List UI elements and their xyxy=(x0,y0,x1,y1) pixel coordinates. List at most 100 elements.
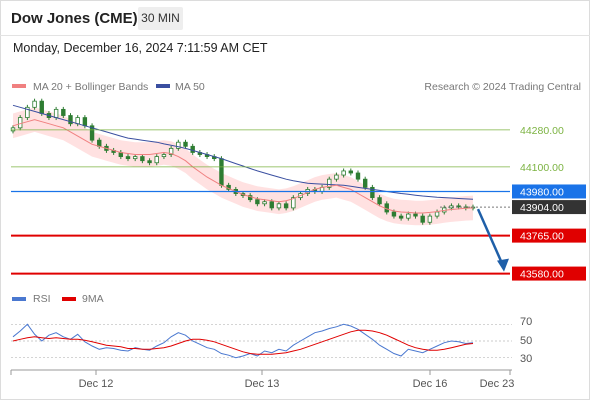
candle-body xyxy=(276,203,282,209)
ma20-line xyxy=(12,119,474,214)
candle xyxy=(32,98,37,110)
ma50-line xyxy=(12,104,474,200)
candle-body xyxy=(334,174,339,180)
candle-body xyxy=(147,160,152,164)
level-label: 44100.00 xyxy=(520,162,564,174)
candle xyxy=(341,168,346,178)
candle xyxy=(427,213,433,225)
candle xyxy=(125,154,131,162)
candle xyxy=(456,203,461,210)
header-divider xyxy=(0,35,590,36)
candle-body xyxy=(68,115,73,125)
candle xyxy=(190,143,195,155)
rsi-tick-30: 30 xyxy=(520,353,532,365)
candle xyxy=(334,172,339,182)
level-label-box xyxy=(512,266,586,281)
ma50-legend-label: MA 50 xyxy=(175,81,205,93)
candle-body xyxy=(168,147,174,155)
candle-body xyxy=(61,108,66,116)
candle xyxy=(17,115,23,131)
candle-body xyxy=(283,203,289,209)
candle xyxy=(197,150,203,157)
candle-body xyxy=(75,117,80,125)
rsi-ma-line xyxy=(12,329,474,355)
ma9-legend-label: 9MA xyxy=(82,293,104,305)
candle xyxy=(327,176,332,190)
candle-body xyxy=(341,170,346,176)
candle-body xyxy=(348,170,354,174)
candle xyxy=(291,195,296,211)
candle xyxy=(406,211,411,221)
ma9-legend-swatch xyxy=(62,297,76,301)
x-tick-dec13: Dec 13 xyxy=(245,378,280,390)
rsi-tick-50: 50 xyxy=(520,335,532,347)
candle xyxy=(140,154,145,164)
chart-header: Dow Jones (CME) 30 MIN xyxy=(0,0,590,36)
candle-body xyxy=(161,154,167,157)
levels-layer: 44280.00 44100.00 43980.00 43904.00 43765.00… xyxy=(11,125,586,281)
candle-body xyxy=(327,178,332,188)
candle xyxy=(161,152,167,160)
x-tick-dec12: Dec 12 xyxy=(79,378,114,390)
candle-body xyxy=(190,145,195,153)
candle-body xyxy=(255,199,260,205)
candle-body xyxy=(25,106,30,118)
candle-body xyxy=(125,156,131,160)
level-label: 43765.00 xyxy=(520,231,564,243)
candle-body xyxy=(434,211,440,217)
candle xyxy=(262,199,267,207)
forecast-arrow-shaft xyxy=(476,208,505,267)
price-plot xyxy=(10,98,476,226)
timestamp: Monday, December 16, 2024 7:11:59 AM CET xyxy=(13,41,268,55)
candle-body xyxy=(82,117,88,127)
candle xyxy=(168,145,174,157)
candle xyxy=(132,154,138,162)
candle xyxy=(68,113,73,127)
candle xyxy=(276,201,282,211)
candle-body xyxy=(17,117,23,129)
candle-body xyxy=(398,215,404,219)
candle-body xyxy=(53,108,59,118)
candle-body xyxy=(219,158,224,186)
candle xyxy=(176,139,181,151)
candle xyxy=(355,170,361,182)
candle xyxy=(61,106,66,118)
x-tick-dec16: Dec 16 xyxy=(413,378,448,390)
candle-body xyxy=(406,213,411,219)
candle xyxy=(398,213,404,221)
candle-body xyxy=(154,156,159,164)
ma20-legend-swatch xyxy=(12,84,26,88)
candle-body xyxy=(370,186,375,199)
ma20-legend-label: MA 20 + Bollinger Bands xyxy=(33,81,148,93)
ma50-legend-swatch xyxy=(156,84,170,88)
candle xyxy=(212,154,217,162)
candle-body xyxy=(391,211,397,217)
level-label: 44280.00 xyxy=(520,125,564,137)
candle-body xyxy=(97,139,102,147)
rsi-legend-label: RSI xyxy=(33,293,51,305)
timeframe-button[interactable]: 30 MIN xyxy=(138,7,183,30)
level-label: 43904.00 xyxy=(520,202,564,214)
candle xyxy=(25,104,30,121)
level-label: 43580.00 xyxy=(520,269,564,281)
rsi-legend-swatch xyxy=(12,297,26,301)
level-label: 43980.00 xyxy=(520,186,564,198)
candle-body xyxy=(32,100,37,108)
candle-body xyxy=(176,141,181,149)
candle-body xyxy=(183,141,188,147)
bollinger-band xyxy=(13,107,473,226)
candle-body xyxy=(269,201,274,209)
candle-body xyxy=(420,215,425,223)
candle-body xyxy=(427,215,433,223)
candle xyxy=(204,152,210,160)
candle xyxy=(377,195,382,207)
candle-body xyxy=(456,205,461,208)
instrument-title: Dow Jones (CME) xyxy=(11,10,138,27)
rsi-line xyxy=(12,323,474,359)
candle-body xyxy=(10,127,16,132)
candle-body xyxy=(355,172,361,180)
rsi-plot xyxy=(11,323,512,359)
forecast-arrow-head xyxy=(497,258,509,272)
candle-body xyxy=(377,197,382,205)
